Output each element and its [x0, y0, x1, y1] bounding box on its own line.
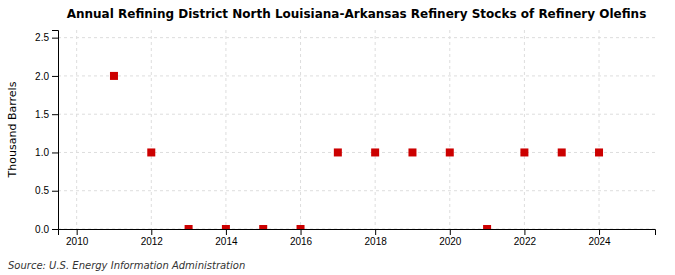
plot: 2010 2012 2014 2016 2018 2020 2022 2024 0.0 0.5 1.… [35, 30, 655, 247]
tick-label: 1.0 [35, 147, 49, 158]
tick-mark [599, 229, 600, 235]
tick: 1.0 [35, 147, 58, 158]
tick: 1.5 [35, 109, 58, 120]
tick: 2018 [365, 229, 388, 247]
grid-line [300, 30, 301, 229]
point [222, 225, 230, 229]
tick-label: 2014 [215, 236, 238, 247]
tick-mark [52, 114, 58, 115]
tick: 2020 [439, 229, 462, 247]
axis-line [52, 31, 59, 230]
tick-mark [77, 229, 78, 235]
grid-line [375, 30, 376, 229]
tick-mark [375, 229, 376, 235]
point [334, 148, 342, 156]
point [297, 225, 305, 229]
chart: 2010 2012 2014 2016 2018 2020 2022 2024 0.0 0.5 1.… [0, 0, 675, 275]
tick-mark [52, 191, 58, 192]
point [446, 148, 454, 156]
tick: 2014 [215, 229, 238, 247]
point [483, 225, 491, 229]
title: Annual Refining District North Louisiana… [67, 7, 647, 21]
point [185, 225, 193, 229]
tick-mark [524, 229, 525, 235]
tick-label: 2.5 [35, 32, 49, 43]
axis-line [59, 230, 656, 236]
tick-mark [52, 38, 58, 39]
tick-label: 2024 [588, 236, 611, 247]
tick: 2024 [588, 229, 611, 247]
grid-line [58, 75, 655, 76]
grid-line [225, 30, 226, 229]
point [110, 72, 118, 80]
grid-line [449, 30, 450, 229]
grid-line [58, 190, 655, 191]
point [371, 148, 379, 156]
tick: 2.0 [35, 71, 58, 82]
tick-label: 2.0 [35, 71, 49, 82]
grid [58, 30, 655, 229]
tick: 2.5 [35, 32, 58, 43]
point [259, 225, 267, 229]
tick-mark [301, 229, 302, 235]
y-axis-title: Thousand Barrels [6, 81, 19, 178]
point [595, 148, 603, 156]
point [408, 148, 416, 156]
tick-label: 0.0 [35, 224, 49, 235]
grid-line [76, 30, 77, 229]
tick-label: 2016 [290, 236, 313, 247]
tick-label: 2020 [439, 236, 462, 247]
tick-label: 2022 [514, 236, 537, 247]
tick: 2022 [514, 229, 537, 247]
grid-line [151, 30, 152, 229]
tick: 2010 [66, 229, 89, 247]
tick-mark [450, 229, 451, 235]
tick-mark [151, 229, 152, 235]
tick: 2016 [290, 229, 313, 247]
tick-mark [226, 229, 227, 235]
point [558, 148, 566, 156]
point [147, 148, 155, 156]
tick-mark [52, 152, 58, 153]
tick-label: 0.5 [35, 185, 49, 196]
grid-line [58, 37, 655, 38]
tick-label: 1.5 [35, 109, 49, 120]
grid-line [58, 114, 655, 115]
grid-line [599, 30, 600, 229]
x-axis: 2010 2012 2014 2016 2018 2020 2022 2024 [59, 229, 656, 247]
annotation: Source: U.S. Energy Information Administ… [8, 260, 245, 271]
tick-mark [52, 76, 58, 77]
y-axis: 0.0 0.5 1.0 1.5 2.0 2.5 [35, 31, 58, 235]
points [110, 72, 603, 229]
tick-label: 2012 [141, 236, 164, 247]
tick-mark [52, 229, 58, 230]
grid-line [524, 30, 525, 229]
tick-label: 2018 [365, 236, 388, 247]
point [520, 148, 528, 156]
tick-label: 2010 [66, 236, 89, 247]
tick: 0.0 [35, 224, 58, 235]
tick: 2012 [141, 229, 164, 247]
tick: 0.5 [35, 185, 58, 196]
